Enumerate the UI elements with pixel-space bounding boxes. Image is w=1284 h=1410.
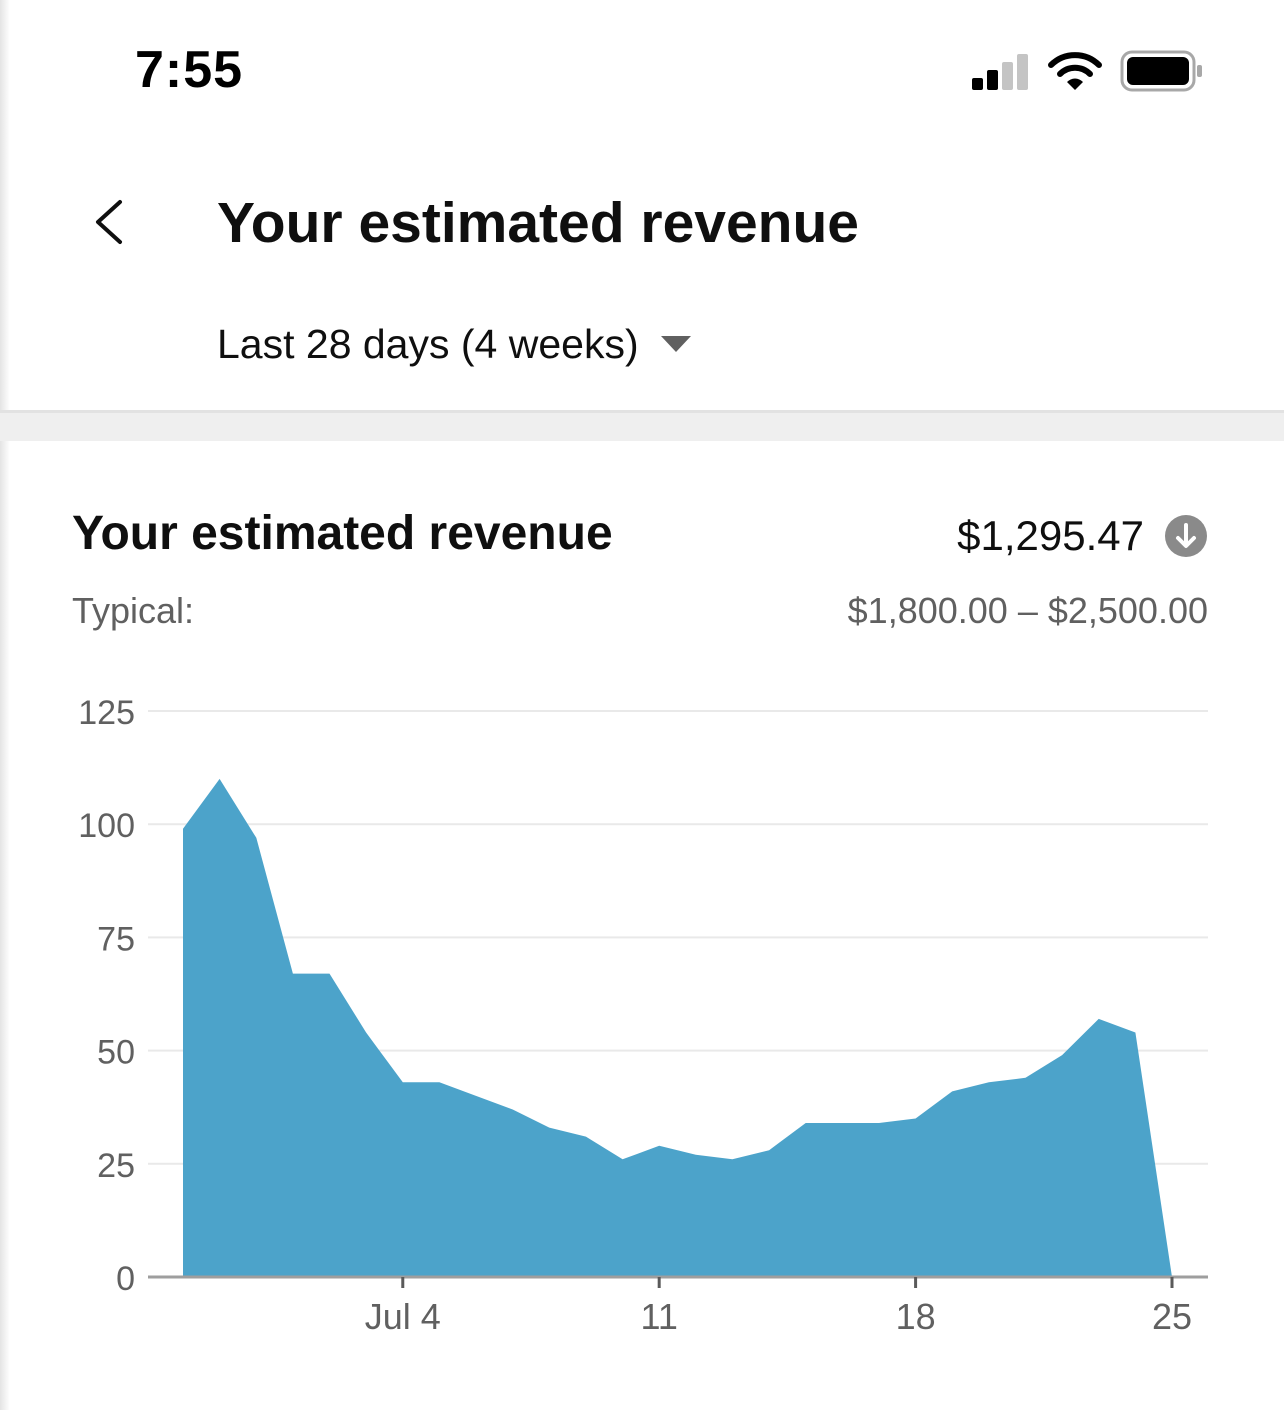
wifi-icon (1048, 52, 1102, 90)
typical-label: Typical: (72, 590, 195, 631)
chevron-left-icon (96, 200, 122, 244)
typical-range: $1,800.00 – $2,500.00 (847, 590, 1208, 631)
y-tick-label: 75 (97, 920, 135, 958)
battery-icon (1120, 50, 1202, 92)
y-tick-label: 125 (78, 694, 135, 732)
card-title: Your estimated revenue (72, 507, 613, 560)
y-tick-label: 0 (116, 1260, 135, 1298)
revenue-area[interactable] (183, 778, 1172, 1277)
status-time: 7:55 (135, 41, 244, 99)
y-tick-label: 100 (78, 807, 135, 845)
x-tick-label: 25 (1152, 1296, 1192, 1337)
caret-down-icon (660, 336, 691, 352)
x-tick-label: 11 (640, 1296, 677, 1337)
section-divider (0, 410, 1284, 441)
date-range-label: Last 28 days (4 weeks) (217, 320, 639, 367)
screen-edge-shadow (0, 0, 10, 1410)
arrow-down-circle-icon (1165, 515, 1207, 557)
y-tick-label: 50 (97, 1034, 135, 1072)
cellular-signal-icon (972, 54, 1028, 90)
y-tick-label: 25 (97, 1147, 135, 1185)
revenue-total: $1,295.47 (957, 512, 1144, 559)
back-button[interactable] (84, 192, 136, 252)
x-tick-label: Jul 4 (365, 1296, 441, 1337)
status-bar: 7:55 (0, 0, 1284, 140)
date-range-dropdown[interactable]: Last 28 days (4 weeks) (217, 316, 691, 372)
revenue-area-chart[interactable]: 0 25 50 75 100 125 Jul 4 11 18 25 (0, 660, 1284, 1410)
x-tick-label: 18 (896, 1296, 936, 1337)
page-title: Your estimated revenue (217, 191, 860, 255)
